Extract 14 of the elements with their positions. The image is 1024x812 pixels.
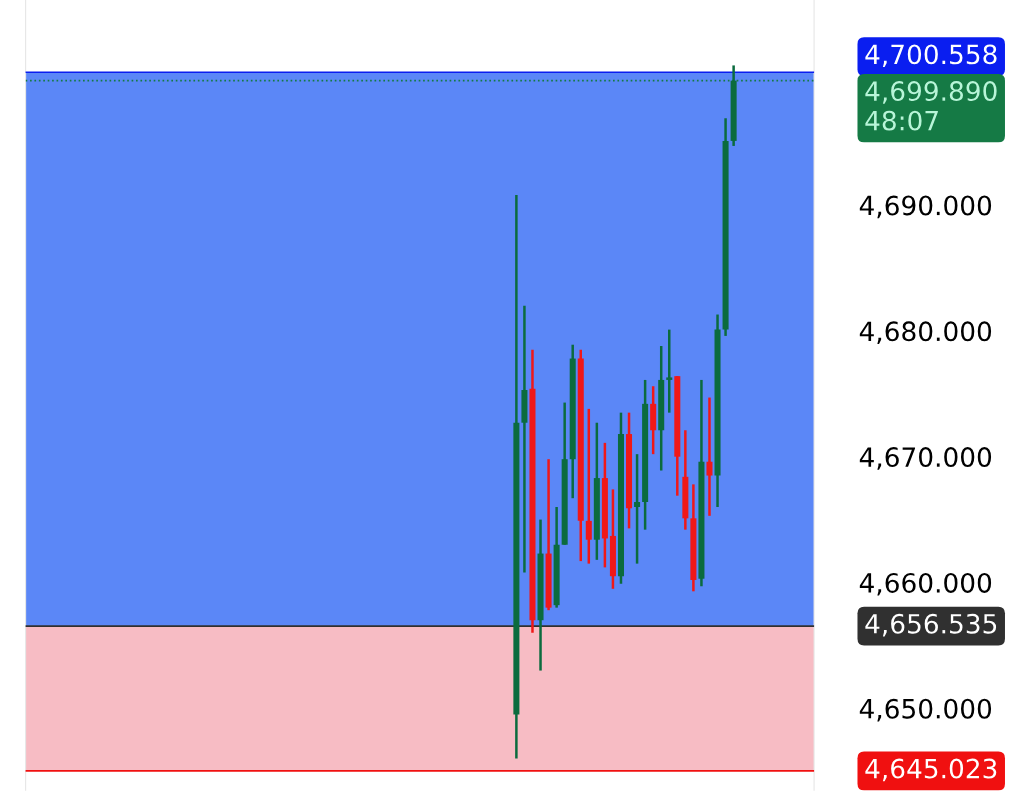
candlestick	[585, 407, 592, 565]
y-tick-label: 4,650.000	[859, 698, 992, 722]
candlestick	[634, 452, 641, 565]
ref-line-label: 4,700.558	[865, 44, 997, 68]
y-tick-label: 4,670.000	[859, 447, 992, 470]
ref-line-label: 4,699.890 48:07	[865, 81, 997, 131]
y-tick-label: 4,660.000	[859, 572, 992, 596]
candlestick	[666, 328, 673, 414]
candlestick	[706, 396, 713, 518]
y-tick-label: 4,680.000	[859, 321, 992, 344]
candlestick	[521, 304, 528, 574]
y-tick-label: 4,690.000	[859, 195, 992, 219]
ref-line-label: 4,645.023	[865, 758, 997, 782]
ref-line-label: 4,656.535	[865, 613, 997, 637]
